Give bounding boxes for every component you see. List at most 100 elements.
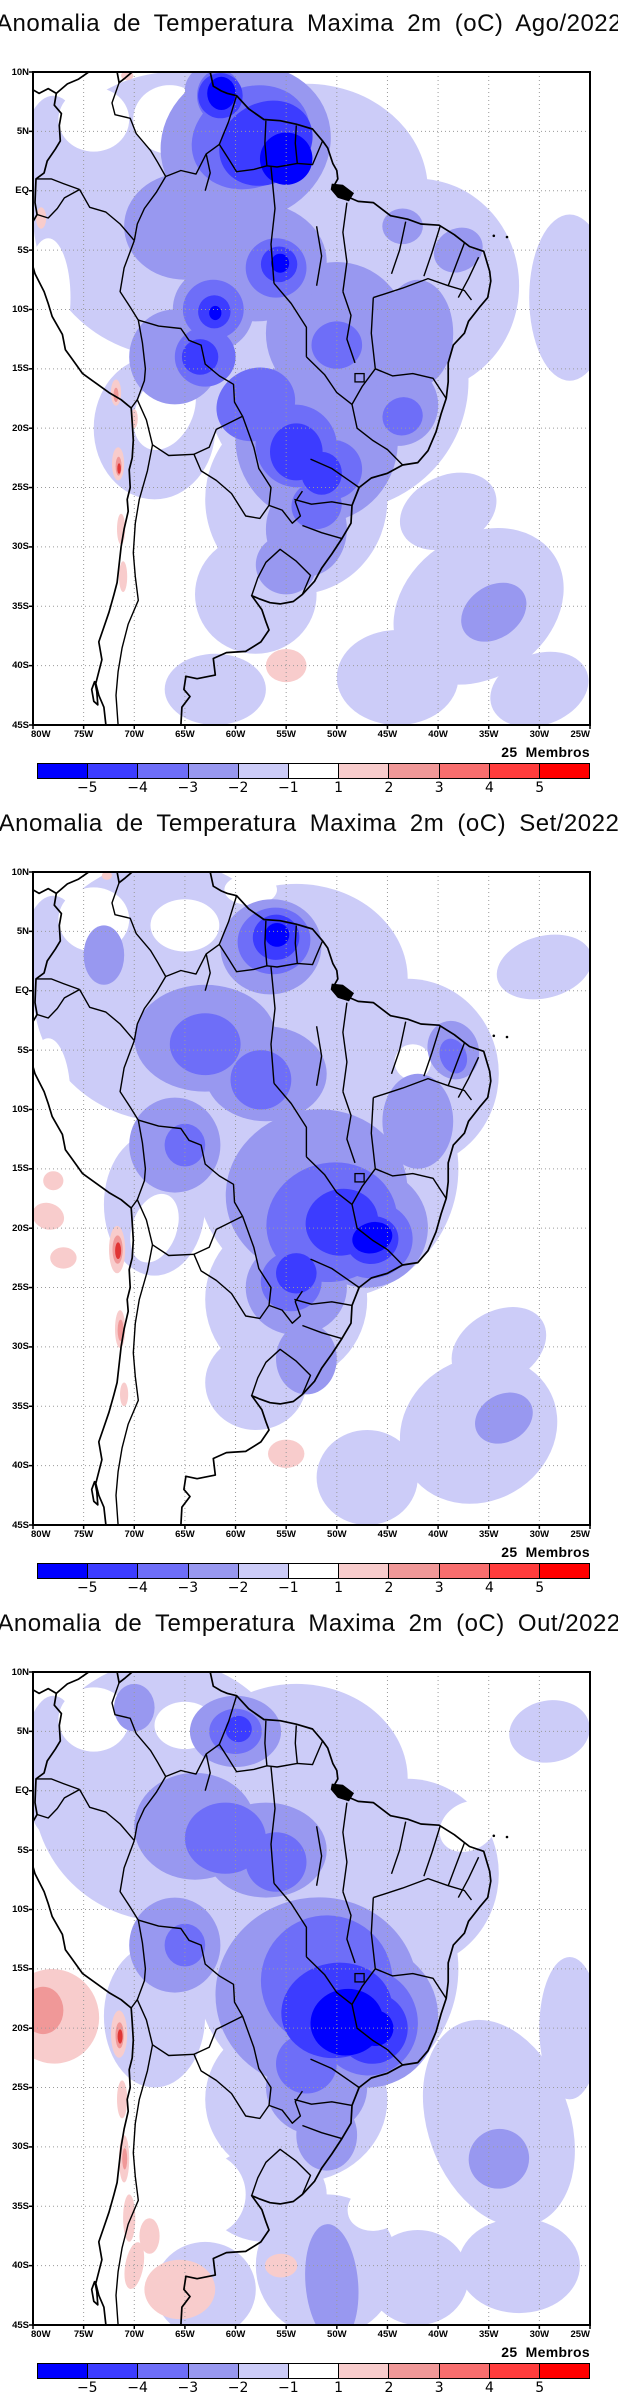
lon-tick-label: 55W bbox=[276, 2329, 296, 2340]
anomaly-region bbox=[259, 132, 313, 185]
anomaly-region bbox=[122, 2148, 128, 2170]
lon-tick-label: 65W bbox=[175, 2329, 195, 2340]
anomaly-region bbox=[422, 2019, 575, 2227]
anomaly-region bbox=[164, 1923, 206, 1967]
lon-tick-label: 50W bbox=[327, 1529, 347, 1540]
colorbar-segment bbox=[88, 763, 139, 779]
colorbar-tick-label: 1 bbox=[334, 2380, 344, 2396]
anomaly-map bbox=[29, 1671, 591, 2329]
anomaly-region bbox=[268, 1439, 305, 1468]
lon-tick-label: 45W bbox=[377, 1529, 398, 1540]
anomaly-region bbox=[490, 651, 589, 725]
colorbar-segment bbox=[489, 1563, 540, 1579]
lat-tick-label: 15S bbox=[12, 1963, 29, 1975]
colorbar-tick-label: −2 bbox=[227, 2380, 249, 2396]
colorbar-tick-label: 5 bbox=[535, 780, 545, 796]
anomaly-region bbox=[271, 253, 290, 273]
lat-tick-label: 20S bbox=[12, 2022, 29, 2034]
colorbar-tick-label: 1 bbox=[334, 1580, 344, 1596]
anomaly-map bbox=[29, 871, 591, 1529]
anomaly-region bbox=[305, 2224, 359, 2325]
anomaly-region bbox=[181, 339, 219, 375]
anomaly-region bbox=[475, 1392, 533, 1444]
lat-tick-label: 25S bbox=[12, 1282, 29, 1294]
colorbar-segment bbox=[489, 763, 540, 779]
lon-tick-label: 30W bbox=[529, 1529, 550, 1540]
lat-tick-label: 5N bbox=[16, 925, 29, 937]
lat-tick-label: 30S bbox=[12, 541, 29, 553]
coast-and-borders bbox=[33, 1672, 492, 2325]
anomaly-region bbox=[461, 582, 527, 642]
anomaly-region bbox=[43, 1171, 64, 1191]
colorbar-tick-label: 3 bbox=[434, 1580, 444, 1596]
anomaly-region bbox=[276, 1253, 317, 1294]
anomaly-region bbox=[336, 630, 459, 725]
colorbar-segment bbox=[238, 1563, 289, 1579]
anomaly-region bbox=[301, 451, 342, 495]
anomaly-region bbox=[458, 2218, 580, 2314]
anomaly-region bbox=[399, 472, 497, 551]
colorbar-segment bbox=[539, 1563, 591, 1579]
anomaly-region bbox=[311, 321, 363, 369]
members-label: 25 Membros bbox=[501, 2344, 590, 2360]
lat-tick-label: EQ bbox=[15, 1785, 29, 1797]
anomaly-region bbox=[316, 1430, 418, 1525]
colorbar-tick-label: −3 bbox=[177, 1580, 199, 1596]
lon-tick-label: 55W bbox=[276, 1529, 296, 1540]
lat-tick-label: 45S bbox=[12, 2319, 29, 2331]
colorbar-segment bbox=[37, 763, 89, 779]
anomaly-region bbox=[264, 922, 290, 947]
lon-tick-label: 75W bbox=[73, 2329, 94, 2340]
lon-tick-label: 80W bbox=[31, 2329, 51, 2340]
colorbar-segment bbox=[88, 1563, 139, 1579]
anomaly-region bbox=[33, 238, 71, 357]
anomaly-region bbox=[124, 2242, 145, 2289]
colorbar-tick-label: −4 bbox=[127, 1580, 148, 1596]
colorbar-tick-label: 4 bbox=[484, 2380, 494, 2396]
anomaly-region bbox=[169, 1013, 241, 1076]
anomaly-region bbox=[117, 1319, 124, 1341]
colorbar-tick-label: −1 bbox=[278, 2380, 299, 2396]
colorbar-segment bbox=[339, 763, 390, 779]
lon-tick-label: 60W bbox=[225, 729, 246, 740]
lat-tick-label: 10N bbox=[11, 66, 29, 78]
colorbar-tick-label: −2 bbox=[227, 1580, 249, 1596]
colorbar-tick-label: −2 bbox=[227, 780, 249, 796]
anomaly-region bbox=[33, 1873, 79, 1969]
colorbar-tick-label: 3 bbox=[434, 780, 444, 796]
anomaly-region bbox=[120, 1382, 129, 1407]
anomaly-region bbox=[382, 1073, 454, 1169]
anomaly-region bbox=[33, 1038, 71, 1157]
colorbar-tick-label: −5 bbox=[76, 780, 98, 796]
grid-lines bbox=[33, 872, 590, 1525]
lon-tick-label: 70W bbox=[124, 2329, 145, 2340]
map-title: Anomalia de Temperatura Maxima 2m (oC) A… bbox=[0, 10, 618, 37]
colorbar-segment bbox=[539, 2363, 591, 2379]
colorbar-segment bbox=[489, 2363, 540, 2379]
lat-tick-label: 5S bbox=[17, 1844, 29, 1856]
colorbar-segment bbox=[37, 2363, 89, 2379]
lat-tick-label: 10N bbox=[11, 1666, 29, 1678]
lat-tick-label: 30S bbox=[12, 1341, 29, 1353]
anomaly-region bbox=[83, 925, 125, 985]
colorbar-segment bbox=[439, 2363, 490, 2379]
anomaly-region bbox=[539, 1957, 590, 2100]
colorbar bbox=[37, 2363, 591, 2379]
lat-tick-label: 5S bbox=[17, 244, 29, 256]
anomaly-region bbox=[117, 463, 121, 474]
map-title: Anomalia de Temperatura Maxima 2m (oC) S… bbox=[0, 810, 618, 837]
lat-tick-label: 15S bbox=[12, 363, 29, 375]
lon-tick-label: 50W bbox=[327, 729, 347, 740]
lat-tick-label: EQ bbox=[15, 185, 29, 197]
anomaly-region bbox=[115, 1242, 122, 1259]
lat-tick-label: 45S bbox=[12, 719, 29, 731]
anomaly-region bbox=[209, 305, 222, 321]
colorbar bbox=[37, 1563, 591, 1579]
anomaly-region bbox=[119, 561, 128, 592]
lat-tick-label: 10S bbox=[12, 1103, 29, 1115]
lon-tick-label: 40W bbox=[428, 2329, 448, 2340]
panel-set-2022: Anomalia de Temperatura Maxima 2m (oC) S… bbox=[0, 800, 618, 1600]
colorbar-segment bbox=[288, 763, 340, 779]
lon-tick-label: 55W bbox=[276, 729, 296, 740]
lon-tick-label: 45W bbox=[377, 2329, 398, 2340]
